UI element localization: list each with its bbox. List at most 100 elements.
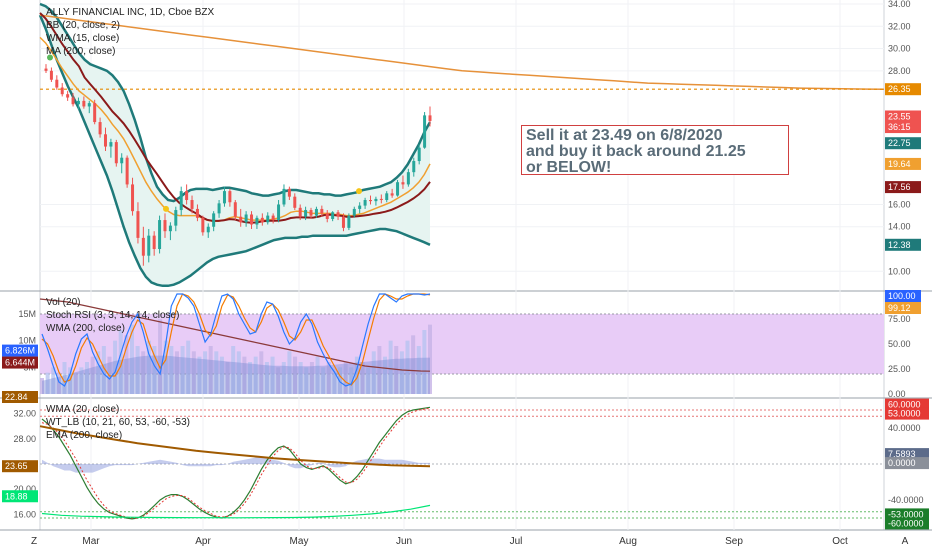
volume-bar xyxy=(399,351,404,394)
timezone-glyph: Z xyxy=(31,536,37,547)
candle-body xyxy=(417,147,421,162)
volume-bar xyxy=(315,356,320,394)
wt-left-tick-3: 16.00 xyxy=(13,509,36,519)
candle-body xyxy=(195,208,199,218)
volume-bar xyxy=(309,362,314,394)
price-badge-text-1: 23.55 xyxy=(888,111,911,121)
volume-bar xyxy=(129,324,134,394)
volume-bar xyxy=(287,351,292,394)
volume-bar xyxy=(90,356,95,394)
candle-body xyxy=(120,157,124,164)
candle-body xyxy=(49,70,53,80)
month-label-1: Apr xyxy=(195,536,211,547)
candle-body xyxy=(406,172,410,185)
volume-bar xyxy=(186,340,191,394)
candle-body xyxy=(396,182,400,196)
wt-left-tick-0: 32.00 xyxy=(13,409,36,419)
signal-dot xyxy=(47,54,53,61)
candle-body xyxy=(244,214,248,223)
volume-bar xyxy=(405,340,410,394)
price-badge-0 xyxy=(885,83,921,96)
trade-annotation[interactable]: Sell it at 23.49 on 6/8/2020 and buy it … xyxy=(521,125,789,176)
osc-badge-text-3: 6.644M xyxy=(5,358,35,368)
volume-bar xyxy=(349,367,354,394)
bollinger-upper-line xyxy=(39,2,432,203)
candle-body xyxy=(82,100,86,107)
candle-body xyxy=(98,122,102,135)
volume-bar xyxy=(411,335,416,394)
volume-bar xyxy=(174,351,179,394)
candle-body xyxy=(369,200,373,202)
volume-bar xyxy=(101,346,106,394)
volume-bar xyxy=(118,330,123,394)
wt-badge-3 xyxy=(885,457,929,470)
volume-bar xyxy=(321,367,326,394)
volume-bar xyxy=(416,346,421,394)
candle-body xyxy=(109,142,113,147)
candle-body xyxy=(168,225,172,232)
candle-body xyxy=(314,208,318,216)
volume-bar xyxy=(371,351,376,394)
volume-bar xyxy=(264,362,269,394)
osc-badge-text-4: 22.84 xyxy=(5,392,28,402)
candle-body xyxy=(352,208,356,216)
volume-bar xyxy=(84,362,89,394)
price-badge-text-4: 19.64 xyxy=(888,159,911,169)
signal-dot xyxy=(163,205,169,212)
candle-body xyxy=(114,142,118,164)
candle-body xyxy=(71,97,75,105)
wt-badge-text-4: -53.0000 xyxy=(888,509,924,519)
candle-body xyxy=(255,217,259,225)
volume-bar xyxy=(383,356,388,394)
volume-bar xyxy=(124,335,129,394)
candle-body xyxy=(190,200,194,209)
month-label-3: Jun xyxy=(396,536,412,547)
month-label-7: Oct xyxy=(832,536,848,547)
candle-body xyxy=(347,215,351,228)
volume-bar xyxy=(203,351,208,394)
wt-right-tick-0: 40.0000 xyxy=(888,423,921,433)
candle-body xyxy=(260,217,264,223)
candle-body xyxy=(125,157,129,185)
volume-bar xyxy=(219,356,224,394)
volume-bar xyxy=(68,367,73,394)
volume-bar xyxy=(332,372,337,394)
candle-body xyxy=(228,191,232,203)
volume-bar xyxy=(422,330,427,394)
candle-body xyxy=(217,203,221,214)
volume-bar xyxy=(158,319,163,394)
volume-bar xyxy=(394,346,399,394)
bollinger-lower-line xyxy=(38,14,431,288)
candle-body xyxy=(277,204,281,221)
price-badge-4 xyxy=(885,157,921,170)
price-badge-2 xyxy=(885,121,921,134)
month-label-2: May xyxy=(290,536,309,547)
price-tick-3: 28.00 xyxy=(888,66,911,76)
osc-left-tick-1: 10M xyxy=(18,336,36,346)
candle-body xyxy=(103,134,107,147)
volume-bar xyxy=(276,367,281,394)
volume-bar xyxy=(146,340,151,394)
osc-badge-0 xyxy=(885,290,921,302)
annotation-line-3: or BELOW! xyxy=(526,159,612,176)
volume-bar xyxy=(338,367,343,394)
wt-diff-area xyxy=(42,457,430,473)
volume-bar xyxy=(377,346,382,394)
candle-body xyxy=(363,200,367,206)
candle-body xyxy=(423,115,427,148)
price-legend-0: BB (20, close, 2) xyxy=(46,20,120,31)
price-badge-6 xyxy=(885,238,921,251)
volume-bar xyxy=(51,367,56,394)
price-tick-1: 32.00 xyxy=(888,21,911,31)
candle-body xyxy=(147,235,151,256)
candle-body xyxy=(93,103,97,123)
price-tick-0: 34.00 xyxy=(888,0,911,9)
candle-body xyxy=(379,198,383,201)
wt-badge-text-2: 7.5893 xyxy=(888,449,916,459)
wt-wma20-line xyxy=(41,504,431,519)
candle-body xyxy=(271,215,275,221)
price-badge-text-2: 36:15 xyxy=(888,122,911,132)
candle-body xyxy=(325,213,329,219)
candle-body xyxy=(233,202,237,217)
